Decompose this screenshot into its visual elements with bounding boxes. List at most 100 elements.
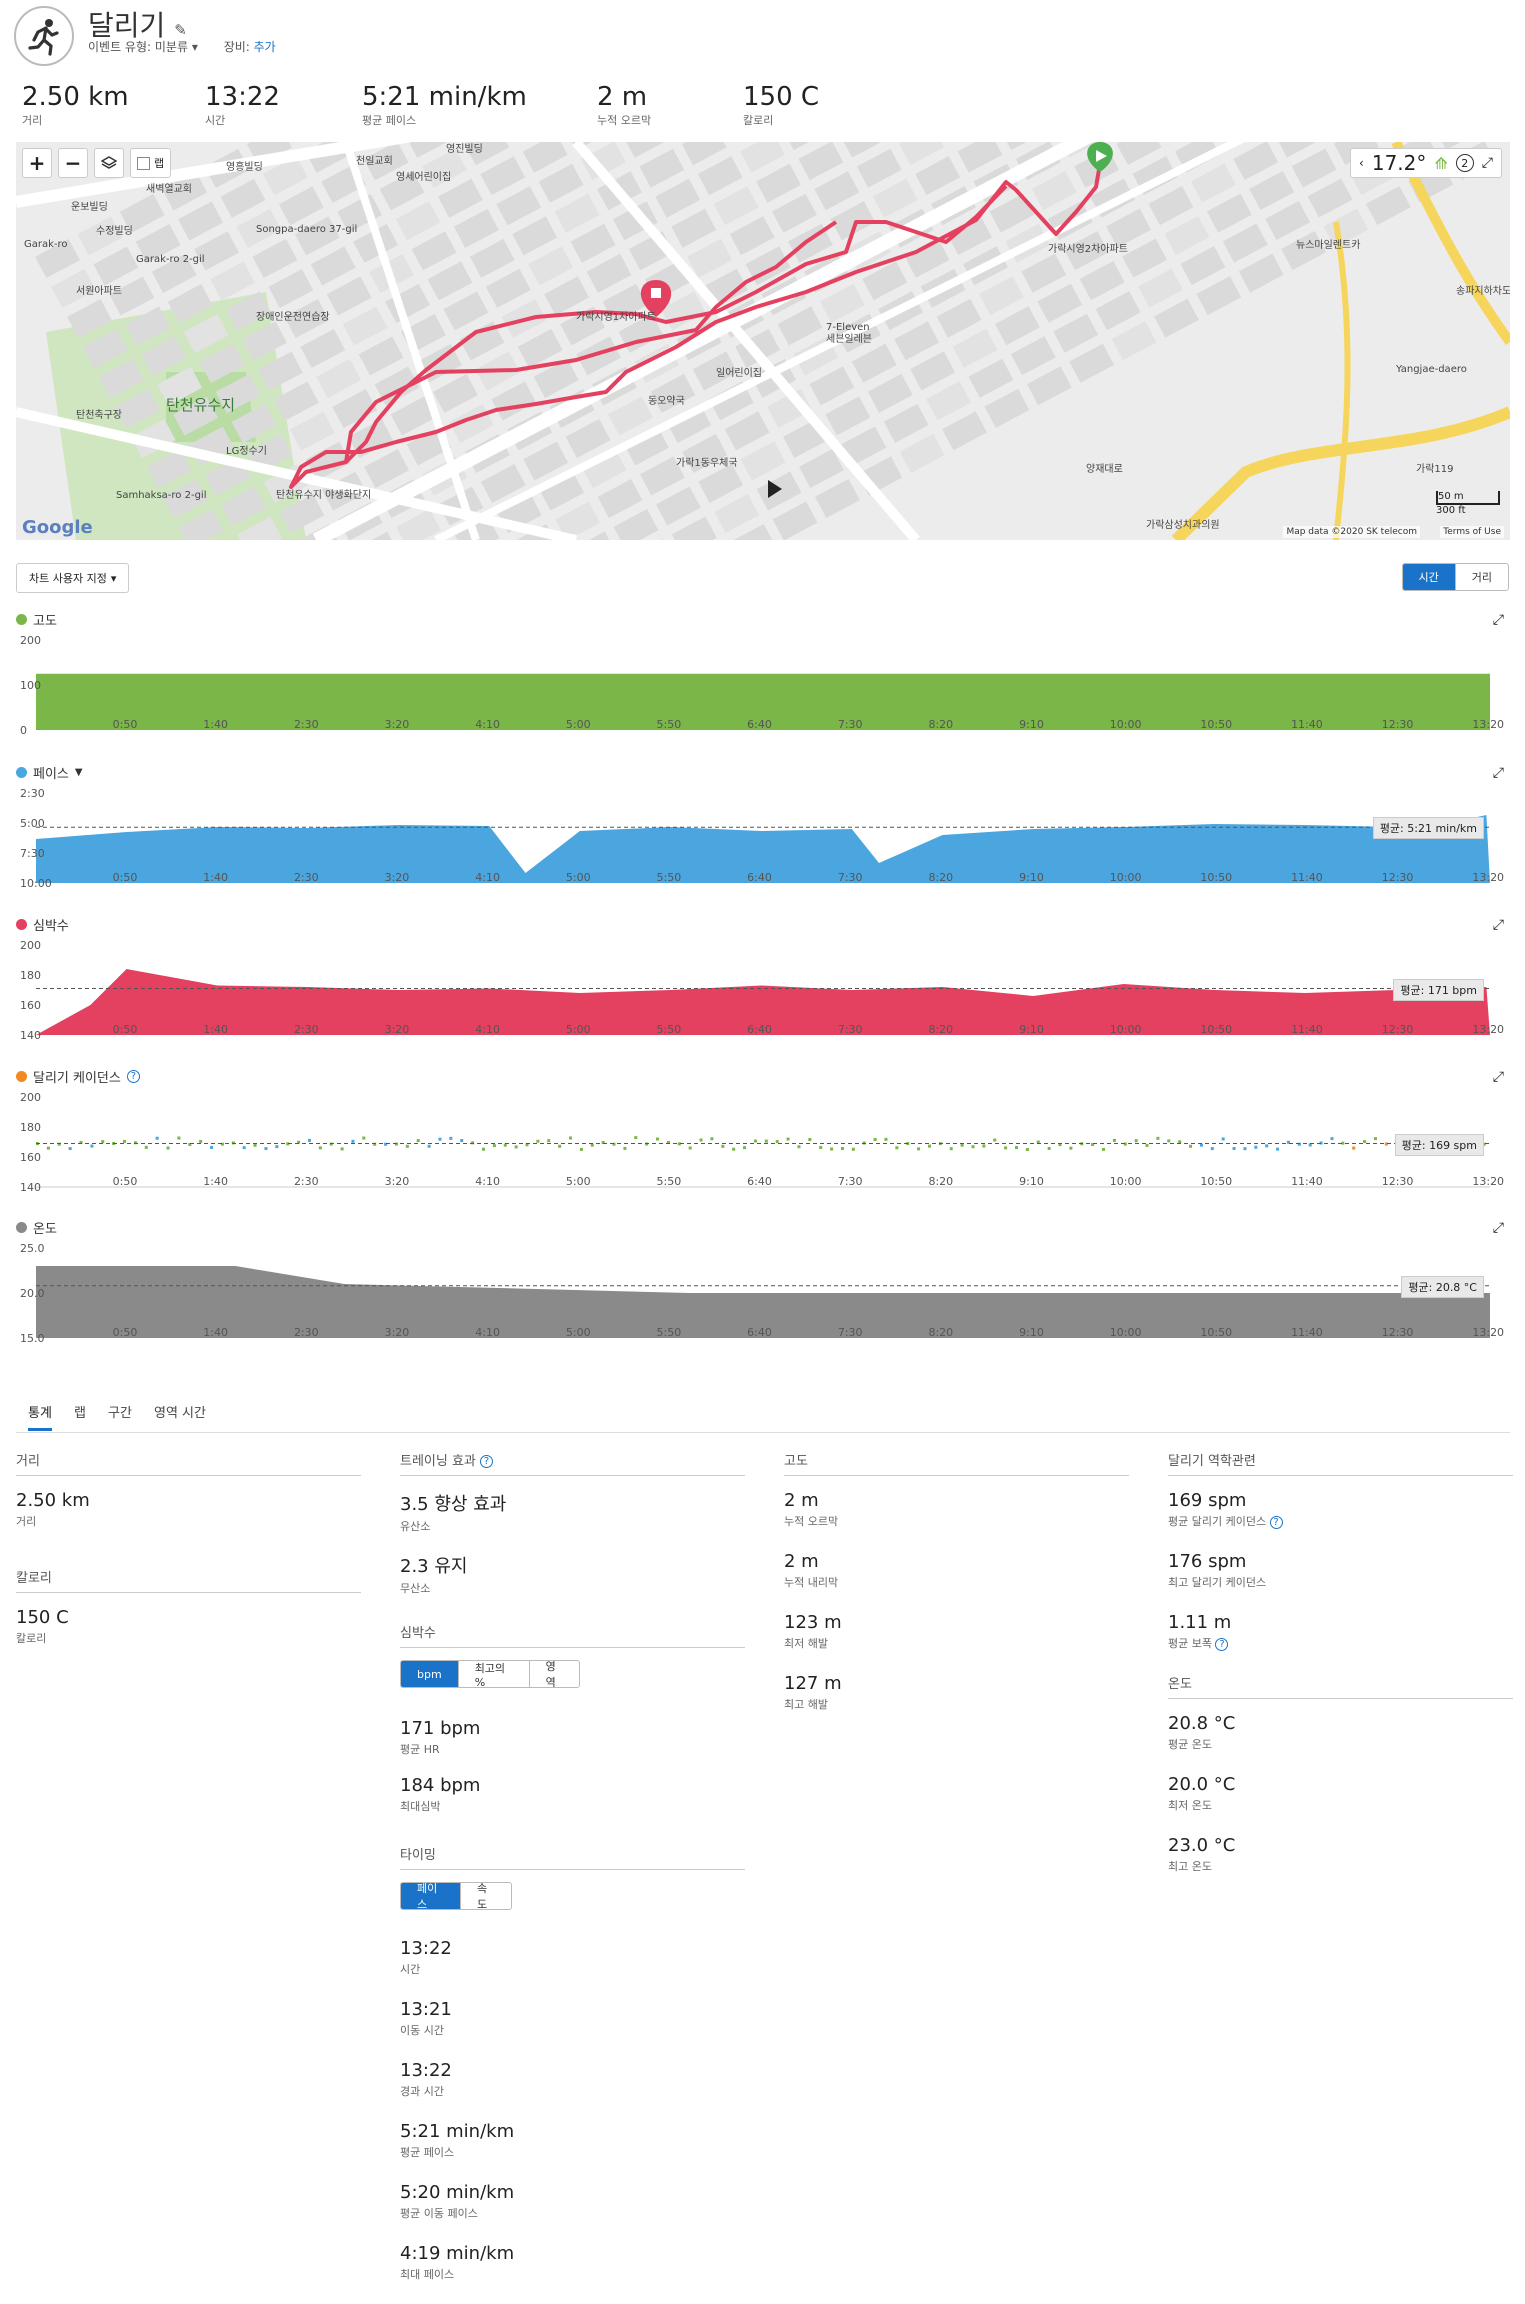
hr-bpm-button[interactable]: bpm bbox=[401, 1661, 459, 1687]
expand-chart-icon[interactable]: ⤢ bbox=[1493, 917, 1504, 933]
xaxis-distance-button[interactable]: 거리 bbox=[1456, 564, 1508, 590]
cadence-point bbox=[950, 1147, 953, 1150]
building-block bbox=[868, 374, 913, 413]
zoom-in-button[interactable]: + bbox=[22, 148, 52, 178]
y-tick-label: 180 bbox=[20, 1121, 41, 1134]
cadence-point bbox=[721, 1145, 724, 1148]
chart-header: 온도 bbox=[16, 1218, 1510, 1237]
help-icon[interactable]: ? bbox=[127, 1070, 140, 1083]
expand-chart-icon[interactable]: ⤢ bbox=[1493, 1220, 1504, 1236]
stat-max-hr-label: 최대심박 bbox=[400, 1798, 745, 1814]
calories-section-title: 칼로리 bbox=[16, 1567, 361, 1593]
timing-unit-toggle[interactable]: 페이스 속도 bbox=[400, 1882, 512, 1910]
training-section-title: 트레이닝 효과 ? bbox=[400, 1450, 745, 1476]
event-type-dropdown[interactable]: 미분류 ▾ bbox=[155, 40, 198, 54]
x-tick-label: 8:20 bbox=[928, 1175, 953, 1188]
cadence-point bbox=[210, 1146, 213, 1149]
cadence-point bbox=[928, 1145, 931, 1148]
building-block bbox=[470, 239, 515, 278]
xaxis-time-button[interactable]: 시간 bbox=[1403, 564, 1456, 590]
chevron-down-icon[interactable]: ▼ bbox=[75, 767, 83, 778]
map-canvas[interactable]: 가락시영1차아파트가락시영2차아파트7-Eleven세븐일레븐동오약국가락1동우… bbox=[16, 142, 1510, 540]
stat-value: 23.0 °C bbox=[1168, 1835, 1513, 1856]
map-label: 탄천축구장 bbox=[76, 409, 122, 421]
edit-pencil-icon[interactable]: ✎ bbox=[174, 21, 187, 39]
expand-chart-icon[interactable]: ⤢ bbox=[1493, 765, 1504, 781]
x-tick-label: 5:00 bbox=[566, 718, 591, 731]
building-block bbox=[210, 261, 255, 300]
cadence-point bbox=[971, 1145, 974, 1148]
stat-value: 13:22 bbox=[400, 2060, 745, 2081]
cadence-point bbox=[351, 1140, 354, 1143]
laps-label: 랩 bbox=[154, 155, 164, 171]
cadence-point bbox=[264, 1147, 267, 1150]
cadence-point bbox=[689, 1146, 692, 1149]
timing-pace-button[interactable]: 페이스 bbox=[401, 1883, 461, 1909]
tab-time-in-zone[interactable]: 영역 시간 bbox=[154, 1402, 206, 1421]
tab-stats[interactable]: 통계 bbox=[28, 1402, 52, 1431]
building-block bbox=[900, 434, 945, 473]
chart-plot[interactable] bbox=[16, 1248, 1510, 1358]
building-block bbox=[528, 246, 573, 285]
cadence-point bbox=[830, 1148, 833, 1151]
chevron-left-icon[interactable]: ‹ bbox=[1359, 156, 1364, 170]
map-label: Songpa-daero 37-gil bbox=[256, 224, 357, 235]
map-label: 수정빌딩 bbox=[96, 225, 133, 237]
building-block bbox=[1239, 254, 1284, 293]
chart-title: 달리기 케이던스 bbox=[33, 1067, 121, 1086]
chart-plot[interactable] bbox=[16, 945, 1510, 1055]
building-block bbox=[327, 276, 372, 315]
tab-laps[interactable]: 랩 bbox=[74, 1402, 86, 1421]
terms-link[interactable]: Terms of Use bbox=[1440, 526, 1504, 538]
zoom-out-button[interactable]: − bbox=[58, 148, 88, 178]
hr-percent-max-button[interactable]: 최고의 % bbox=[459, 1661, 530, 1687]
chart-plot[interactable] bbox=[16, 793, 1510, 903]
building-block bbox=[555, 194, 600, 233]
gear-add-link[interactable]: 추가 bbox=[254, 40, 276, 54]
fullscreen-icon[interactable]: ⤢ bbox=[1482, 155, 1493, 171]
running-activity-icon bbox=[14, 6, 74, 66]
building-block bbox=[544, 276, 589, 315]
map-layers-icon[interactable] bbox=[94, 148, 124, 178]
customize-charts-button[interactable]: 차트 사용자 지정▾ bbox=[16, 563, 129, 593]
cadence-point bbox=[580, 1148, 583, 1151]
x-tick-label: 1:40 bbox=[203, 871, 228, 884]
x-tick-label: 6:40 bbox=[747, 1326, 772, 1339]
cadence-point bbox=[1189, 1145, 1192, 1148]
x-tick-label: 8:20 bbox=[928, 718, 953, 731]
laps-toggle[interactable]: 랩 bbox=[130, 148, 171, 178]
timing-speed-button[interactable]: 속도 bbox=[461, 1883, 511, 1909]
building-block bbox=[672, 517, 717, 540]
hr-section-title: 심박수 bbox=[400, 1622, 745, 1648]
cadence-point bbox=[493, 1144, 496, 1147]
laps-checkbox[interactable] bbox=[137, 157, 150, 170]
tab-splits[interactable]: 구간 bbox=[108, 1402, 132, 1421]
y-tick-label: 200 bbox=[20, 634, 41, 647]
help-icon[interactable]: ? bbox=[1215, 1638, 1228, 1651]
expand-chart-icon[interactable]: ⤢ bbox=[1493, 612, 1504, 628]
stat-value: 20.0 °C bbox=[1168, 1774, 1513, 1795]
cadence-point bbox=[819, 1146, 822, 1149]
chart-plot[interactable] bbox=[16, 640, 1510, 750]
chart-header: 페이스▼ bbox=[16, 763, 1510, 782]
summary-label: 시간 bbox=[205, 112, 280, 128]
cadence-point bbox=[895, 1146, 898, 1149]
expand-chart-icon[interactable]: ⤢ bbox=[1493, 1069, 1504, 1085]
y-tick-label: 2:30 bbox=[20, 787, 45, 800]
map-label: 영진빌딩 bbox=[446, 143, 483, 155]
building-block bbox=[671, 209, 716, 248]
hr-unit-toggle[interactable]: bpm 최고의 % 영역 bbox=[400, 1660, 580, 1688]
hr-zone-button[interactable]: 영역 bbox=[530, 1661, 579, 1687]
xaxis-toggle[interactable]: 시간 거리 bbox=[1402, 563, 1510, 591]
help-icon[interactable]: ? bbox=[480, 1455, 493, 1468]
x-tick-label: 3:20 bbox=[385, 871, 410, 884]
x-tick-label: 12:30 bbox=[1382, 871, 1414, 884]
weather-widget[interactable]: ‹ 17.2° ⟰ 2 ⤢ bbox=[1350, 148, 1502, 178]
help-icon[interactable]: ? bbox=[1270, 1516, 1283, 1529]
play-route-icon[interactable] bbox=[768, 480, 782, 498]
chart-plot[interactable] bbox=[16, 1097, 1510, 1207]
